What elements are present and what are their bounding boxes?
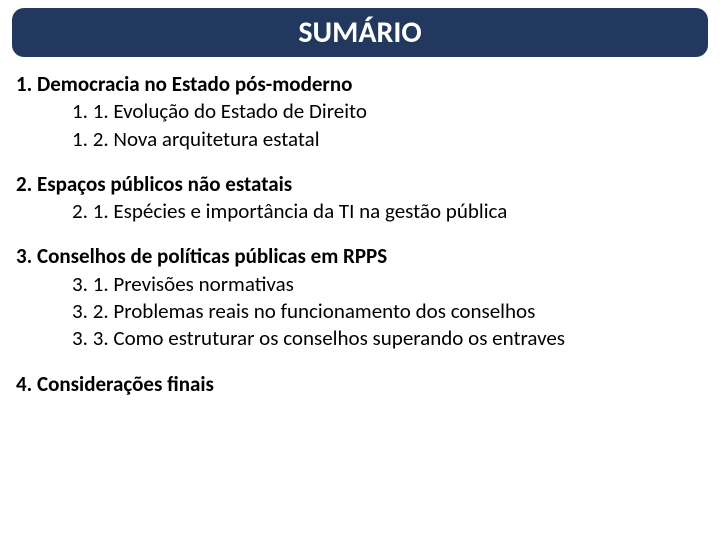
section-3-item-3: 3. 3. Como estruturar os conselhos super… (16, 325, 704, 352)
page-title: SUMÁRIO (12, 14, 708, 51)
section-3: 3. Conselhos de políticas públicas em RP… (16, 243, 704, 352)
section-2: 2. Espaços públicos não estatais 2. 1. E… (16, 171, 704, 226)
section-4-heading: 4. Considerações finais (16, 371, 704, 398)
section-3-item-2: 3. 2. Problemas reais no funcionamento d… (16, 298, 704, 325)
section-3-heading: 3. Conselhos de políticas públicas em RP… (16, 243, 704, 270)
section-1-item-2: 1. 2. Nova arquitetura estatal (16, 126, 704, 153)
section-1-item-1: 1. 1. Evolução do Estado de Direito (16, 98, 704, 125)
summary-content: 1. Democracia no Estado pós-moderno 1. 1… (0, 57, 720, 398)
section-1-heading: 1. Democracia no Estado pós-moderno (16, 71, 704, 98)
section-4: 4. Considerações finais (16, 371, 704, 398)
section-2-heading: 2. Espaços públicos não estatais (16, 171, 704, 198)
title-bar: SUMÁRIO (12, 8, 708, 57)
section-2-item-1: 2. 1. Espécies e importância da TI na ge… (16, 198, 704, 225)
section-3-item-1: 3. 1. Previsões normativas (16, 271, 704, 298)
section-1: 1. Democracia no Estado pós-moderno 1. 1… (16, 71, 704, 153)
